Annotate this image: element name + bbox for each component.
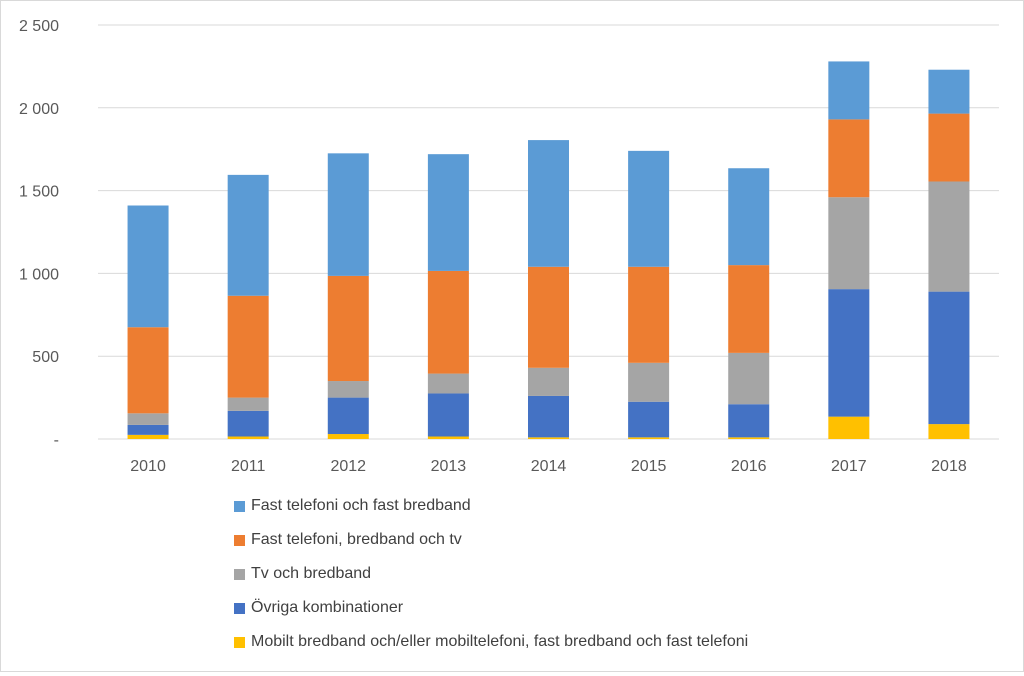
bar-segment xyxy=(928,181,970,292)
bar-segment xyxy=(127,327,169,414)
bar-segment xyxy=(928,113,970,182)
bar-segment xyxy=(327,397,369,435)
bar-segment xyxy=(628,150,670,267)
bar-segment xyxy=(127,434,169,439)
x-tick-label: 2018 xyxy=(931,458,967,475)
bar-segment xyxy=(427,270,469,374)
legend-label: Fast telefoni, bredband och tv xyxy=(251,531,462,548)
bar-segment xyxy=(427,154,469,271)
legend-label: Fast telefoni och fast bredband xyxy=(251,497,471,514)
y-tick-label: 1 000 xyxy=(19,266,59,283)
legend-label: Övriga kombinationer xyxy=(251,599,404,616)
bar-segment xyxy=(427,436,469,439)
bar-segment xyxy=(127,424,169,435)
bar-segment xyxy=(728,437,770,439)
bar-segment xyxy=(327,381,369,398)
bar-segment xyxy=(728,404,770,438)
bar-segment xyxy=(728,168,770,266)
x-tick-label: 2016 xyxy=(731,458,767,475)
bar-segment xyxy=(327,275,369,382)
x-tick-label: 2015 xyxy=(631,458,667,475)
x-tick-label: 2013 xyxy=(431,458,467,475)
bar-segment xyxy=(628,401,670,438)
bar-segment xyxy=(528,140,569,267)
x-tick-label: 2012 xyxy=(330,458,366,475)
bar-segment xyxy=(928,291,970,425)
bars xyxy=(127,61,970,439)
bar-segment xyxy=(828,289,870,417)
bar-segment xyxy=(127,205,169,328)
bar-segment xyxy=(628,266,670,363)
legend-swatch xyxy=(234,569,245,580)
bar-segment xyxy=(227,174,269,296)
bar-segment xyxy=(227,410,269,437)
legend-swatch xyxy=(234,603,245,614)
bar-segment xyxy=(227,295,269,398)
bar-segment xyxy=(327,153,369,276)
bar-segment xyxy=(227,397,269,411)
bar-segment xyxy=(728,352,770,405)
y-tick-label: 2 000 xyxy=(19,101,59,118)
x-tick-label: 2011 xyxy=(231,458,266,475)
y-axis-tick-labels: - 500 1 000 1 500 2 000 2 500 xyxy=(19,18,59,449)
bar-segment xyxy=(528,266,569,368)
bar-segment xyxy=(828,416,870,439)
bar-segment xyxy=(528,367,569,396)
bar-segment xyxy=(828,197,870,290)
y-tick-label: 2 500 xyxy=(19,18,59,35)
bar-segment xyxy=(628,362,670,402)
bar-segment xyxy=(828,119,870,198)
bar-segment xyxy=(427,373,469,394)
bar-segment xyxy=(227,436,269,439)
y-tick-label: - xyxy=(54,432,59,449)
x-tick-label: 2014 xyxy=(531,458,567,475)
legend-swatch xyxy=(234,535,245,546)
bar-segment xyxy=(427,393,469,437)
x-tick-label: 2017 xyxy=(831,458,867,475)
legend-label: Mobilt bredband och/eller mobiltelefoni,… xyxy=(251,633,749,650)
bar-segment xyxy=(728,265,770,353)
legend-swatch xyxy=(234,637,245,648)
bar-segment xyxy=(127,413,169,425)
x-axis-tick-labels: 2010 2011 2012 2013 2014 2015 2016 2017 2018 xyxy=(130,458,967,475)
legend-swatch xyxy=(234,501,245,512)
bar-segment xyxy=(928,69,970,114)
x-tick-label: 2010 xyxy=(130,458,166,475)
y-tick-label: 500 xyxy=(32,349,59,366)
bar-segment xyxy=(327,434,369,439)
bar-segment xyxy=(628,437,670,439)
y-tick-label: 1 500 xyxy=(19,184,59,201)
bar-segment xyxy=(928,424,970,439)
legend-label: Tv och bredband xyxy=(251,565,372,582)
bar-segment xyxy=(528,437,569,439)
bar-segment xyxy=(828,61,870,120)
bar-segment xyxy=(528,395,569,438)
